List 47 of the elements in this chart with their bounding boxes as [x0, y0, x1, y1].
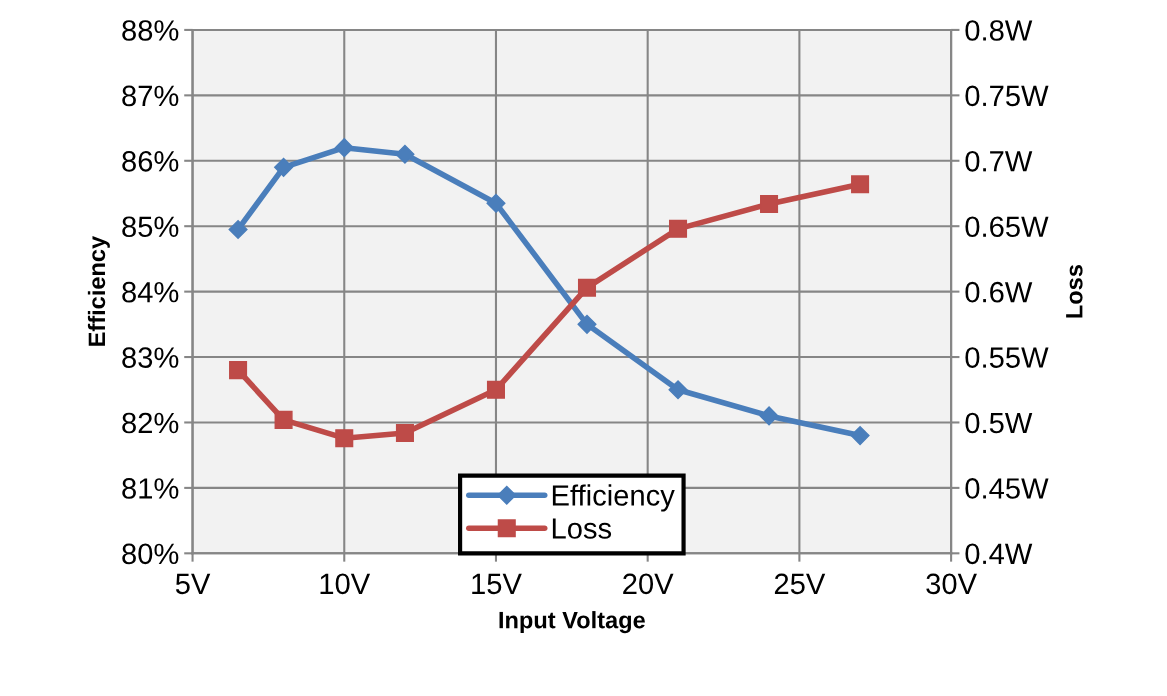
point: [274, 410, 293, 429]
x-tick-label: 5V: [175, 573, 211, 595]
point: [577, 314, 597, 334]
x-tick-label: 25V: [774, 573, 826, 595]
point: [229, 361, 248, 380]
y-tick-label: 84%: [122, 281, 179, 303]
legend-label: Loss: [552, 518, 612, 539]
point: [850, 426, 870, 446]
y-tick-label: 85%: [122, 216, 179, 238]
y2-tick-label: 0.75W: [965, 85, 1049, 107]
point: [759, 406, 779, 426]
y2-tick-label: 0.4W: [965, 543, 1033, 565]
y2-tick-label: 0.55W: [965, 347, 1049, 368]
point: [335, 429, 354, 448]
point: [486, 380, 506, 399]
point: [228, 219, 248, 240]
x-tick-label: 10V: [320, 573, 371, 595]
x-tick-label: 20V: [623, 573, 674, 595]
y-axis-title: Efficiency: [87, 235, 110, 346]
y-tick-label: 88%: [122, 20, 179, 41]
y-tick-label: 82%: [122, 412, 179, 434]
point: [577, 278, 597, 297]
point: [851, 175, 870, 194]
legend-label: Efficiency: [552, 484, 675, 512]
y2-tick-label: 0.65W: [965, 216, 1049, 238]
point: [760, 194, 779, 213]
x-tick-label: 15V: [472, 573, 522, 595]
y2-tick-label: 0.7W: [965, 150, 1033, 172]
x-tick-label: 30V: [926, 573, 977, 595]
y-tick-label: 81%: [122, 478, 179, 499]
x-axis-title: Input Voltage: [499, 611, 645, 634]
point: [395, 423, 414, 442]
y2-tick-label: 0.6W: [965, 281, 1033, 303]
y2-tick-label: 0.45W: [965, 478, 1049, 499]
y-tick-label: 87%: [122, 85, 179, 107]
y-tick-label: 86%: [122, 150, 179, 172]
point: [668, 219, 688, 238]
y-tick-label: 83%: [122, 347, 179, 368]
point: [668, 380, 688, 400]
y-tick-label: 80%: [122, 543, 179, 565]
y2-axis-title: Loss: [1066, 265, 1083, 318]
y2-tick-label: 0.5W: [965, 412, 1033, 434]
point: [486, 193, 506, 213]
point: [334, 138, 354, 158]
point: [395, 144, 415, 164]
point: [274, 157, 294, 177]
y2-tick-label: 0.8W: [965, 20, 1033, 41]
